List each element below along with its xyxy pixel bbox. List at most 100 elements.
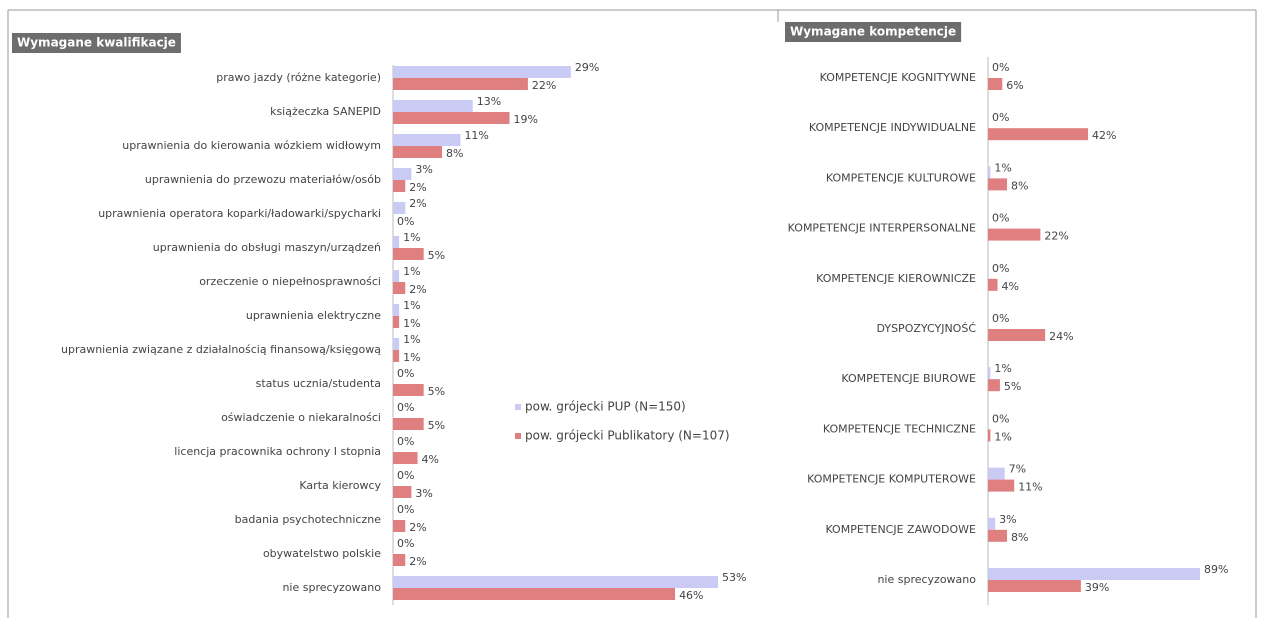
bar: [988, 479, 1015, 492]
value-label: 22%: [532, 79, 556, 92]
category-label: KOMPETENCJE KIEROWNICZE: [816, 272, 976, 285]
legend-label: pow. grójecki PUP (N=150): [525, 400, 686, 414]
category-label: KOMPETENCJE INTERPERSONALNE: [788, 222, 976, 235]
value-label: 0%: [397, 503, 414, 516]
value-label: 46%: [679, 589, 703, 602]
value-label: 0%: [397, 537, 414, 550]
legend-label: pow. grójecki Publikatory (N=107): [525, 429, 730, 443]
category-label: licencja pracownika ochrony I stopnia: [174, 445, 381, 458]
value-label: 0%: [992, 262, 1009, 275]
value-label: 8%: [446, 147, 463, 160]
bar: [988, 517, 996, 530]
bar: [393, 486, 412, 498]
category-label: KOMPETENCJE KULTUROWE: [826, 171, 976, 184]
bar: [988, 166, 991, 179]
value-label: 19%: [514, 113, 538, 126]
value-label: 4%: [1002, 280, 1019, 293]
category-label: status ucznia/studenta: [256, 377, 381, 390]
bar: [393, 304, 400, 316]
category-label: nie sprecyzowano: [877, 573, 976, 586]
value-label: 4%: [422, 453, 439, 466]
bar: [393, 520, 406, 532]
value-label: 1%: [403, 351, 420, 364]
value-label: 0%: [397, 469, 414, 482]
bar: [393, 248, 424, 260]
bar: [393, 554, 406, 566]
bar: [988, 329, 1046, 341]
value-label: 2%: [409, 197, 426, 210]
value-label: 42%: [1092, 129, 1116, 142]
bar: [393, 78, 528, 90]
category-label: uprawnienia związane z działalnością fin…: [61, 343, 381, 356]
bar: [988, 568, 1200, 580]
bar: [393, 270, 400, 282]
bar: [393, 350, 400, 362]
value-label: 5%: [428, 249, 445, 262]
value-label: 5%: [1004, 380, 1021, 393]
value-label: 8%: [1011, 531, 1028, 544]
value-label: 1%: [403, 231, 420, 244]
value-label: 0%: [397, 435, 414, 448]
value-label: 5%: [428, 419, 445, 432]
bar: [393, 236, 400, 248]
value-label: 3%: [415, 487, 432, 500]
bar: [393, 588, 676, 600]
category-label: KOMPETENCJE TECHNICZNE: [823, 422, 976, 435]
bar: [393, 112, 510, 124]
category-label: uprawnienia do obsługi maszyn/urządzeń: [153, 241, 381, 254]
value-label: 5%: [428, 385, 445, 398]
category-label: uprawnienia elektryczne: [246, 309, 381, 322]
bar: [393, 202, 406, 214]
bar: [393, 384, 424, 396]
value-label: 0%: [397, 215, 414, 228]
category-label: obywatelstwo polskie: [263, 547, 381, 560]
value-label: 1%: [403, 265, 420, 278]
bar: [393, 316, 400, 328]
category-label: KOMPETENCJE ZAWODOWE: [825, 523, 976, 536]
value-label: 3%: [415, 163, 432, 176]
bar: [988, 529, 1008, 542]
category-label: uprawnienia do kierowania wózkiem widłow…: [122, 139, 381, 152]
value-label: 1%: [994, 161, 1011, 174]
bar: [988, 467, 1005, 480]
value-label: 0%: [992, 111, 1009, 124]
value-label: 0%: [397, 401, 414, 414]
value-label: 1%: [994, 362, 1011, 375]
category-label: KOMPETENCJE BIUROWE: [841, 372, 976, 385]
value-label: 0%: [992, 312, 1009, 325]
bar: [393, 146, 443, 158]
bar: [393, 338, 400, 350]
category-label: prawo jazdy (różne kategorie): [216, 71, 381, 84]
value-label: 0%: [992, 61, 1009, 74]
category-label: DYSPOZYCYJNOŚĆ: [876, 322, 976, 335]
bar: [393, 100, 473, 112]
bar: [393, 168, 412, 180]
bar: [393, 576, 718, 588]
bar: [393, 452, 418, 464]
bar: [988, 228, 1041, 241]
value-label: 3%: [999, 513, 1016, 526]
value-label: 0%: [992, 412, 1009, 425]
value-label: 1%: [403, 317, 420, 330]
bar: [988, 78, 1003, 90]
category-label: badania psychotechniczne: [235, 513, 382, 526]
bar: [393, 282, 406, 294]
value-label: 1%: [403, 333, 420, 346]
category-label: uprawnienia do przewozu materiałów/osób: [145, 173, 381, 186]
bar: [988, 278, 998, 291]
title-box: [12, 33, 181, 53]
value-label: 11%: [1018, 481, 1042, 494]
category-label: KOMPETENCJE KOGNITYWNE: [820, 71, 976, 84]
value-label: 1%: [994, 430, 1011, 443]
bar: [988, 429, 991, 442]
category-label: KOMPETENCJE KOMPUTEROWE: [807, 473, 976, 486]
value-label: 13%: [477, 95, 501, 108]
value-label: 29%: [575, 61, 599, 74]
bar: [988, 367, 991, 380]
value-label: 0%: [992, 212, 1009, 225]
value-label: 2%: [409, 181, 426, 194]
value-label: 24%: [1049, 330, 1073, 343]
bar: [988, 128, 1089, 141]
chart-title: Wymagane kompetencje: [790, 25, 956, 39]
bar: [393, 134, 461, 146]
